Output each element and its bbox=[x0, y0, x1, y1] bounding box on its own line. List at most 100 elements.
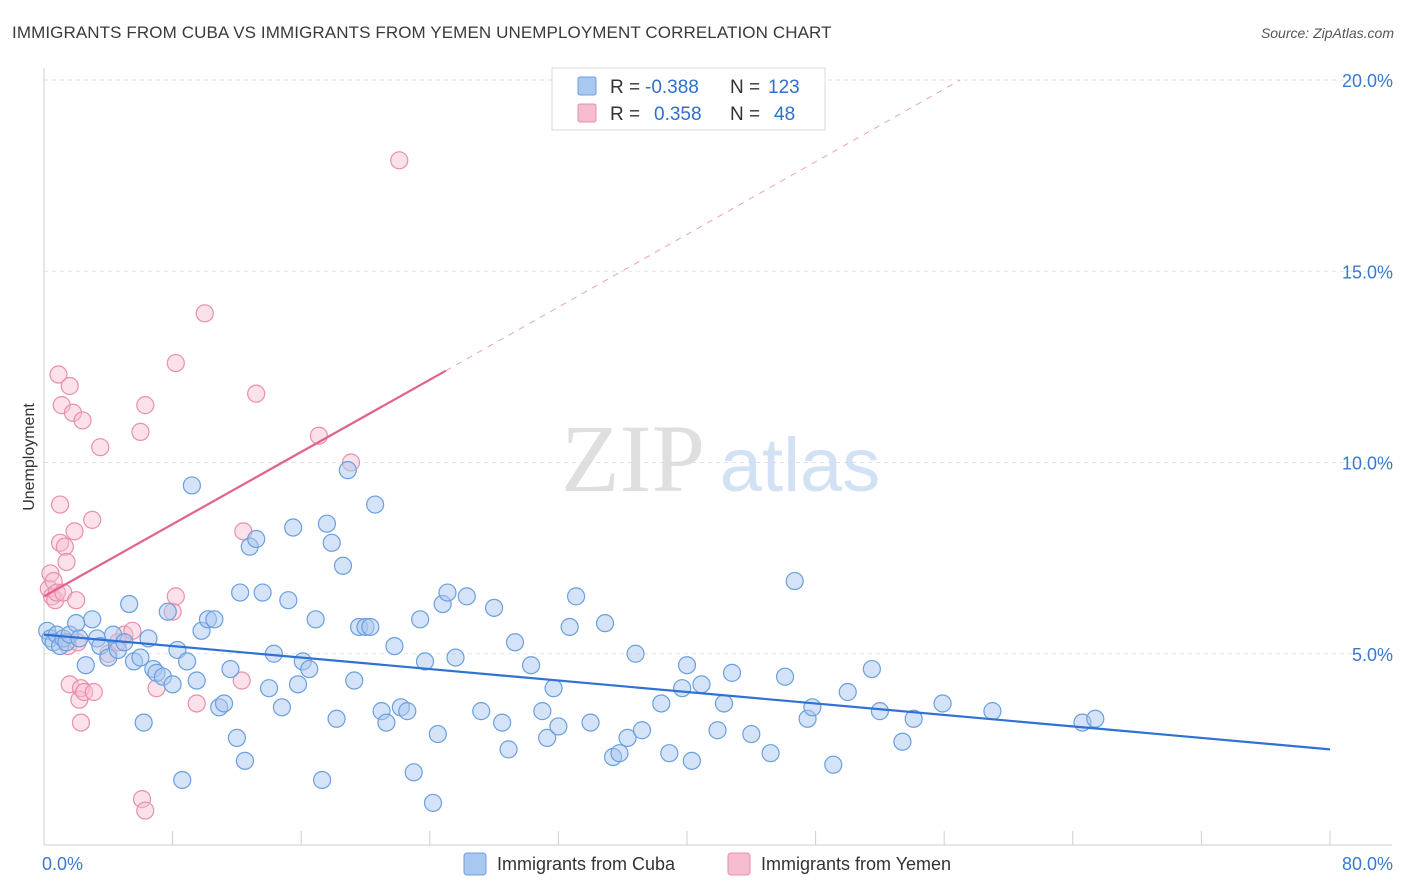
data-point-cuba bbox=[333, 556, 353, 575]
data-point-cuba bbox=[173, 770, 192, 790]
data-point-cuba bbox=[632, 721, 652, 740]
x-tick-label: 0.0% bbox=[42, 854, 83, 874]
data-point-cuba bbox=[182, 476, 201, 495]
series-legend: Immigrants from Cuba Immigrants from Yem… bbox=[463, 852, 951, 876]
stats-legend-row-yemen: R = 0.358 N = 48 bbox=[610, 104, 795, 125]
source-credit: Source: ZipAtlas.com bbox=[1260, 25, 1394, 41]
cuba-r-label: R = bbox=[610, 77, 645, 98]
data-point-cuba bbox=[803, 698, 822, 717]
data-point-cuba bbox=[893, 732, 912, 751]
data-point-yemen bbox=[50, 495, 70, 514]
data-point-yemen bbox=[60, 675, 79, 694]
data-point-cuba bbox=[288, 675, 308, 694]
data-point-cuba bbox=[306, 610, 325, 629]
data-point-yemen bbox=[166, 587, 185, 606]
data-point-cuba bbox=[538, 728, 557, 748]
data-point-yemen bbox=[247, 384, 266, 403]
legend-label-yemen: Immigrants from Yemen bbox=[761, 854, 951, 874]
data-point-cuba bbox=[566, 587, 586, 606]
data-point-cuba bbox=[259, 679, 279, 698]
trend-lines bbox=[43, 79, 1331, 751]
data-point-cuba bbox=[428, 724, 447, 744]
axes bbox=[43, 68, 1392, 846]
data-point-cuba bbox=[581, 713, 600, 732]
data-point-cuba bbox=[300, 659, 319, 679]
data-point-yemen bbox=[55, 537, 74, 556]
data-point-cuba bbox=[131, 648, 150, 667]
data-point-cuba bbox=[505, 633, 525, 652]
legend-swatch-yemen bbox=[727, 852, 751, 876]
data-point-yemen bbox=[57, 552, 76, 572]
data-point-cuba bbox=[785, 571, 804, 591]
data-point-cuba bbox=[549, 717, 568, 736]
data-point-cuba bbox=[231, 583, 250, 602]
x-tick-marks bbox=[172, 831, 1331, 845]
data-point-cuba bbox=[214, 694, 234, 713]
watermark: ZIP atlas bbox=[561, 405, 880, 512]
data-point-yemen bbox=[136, 801, 155, 820]
data-point-yemen bbox=[131, 422, 150, 441]
data-point-cuba bbox=[626, 644, 645, 663]
data-point-cuba bbox=[610, 744, 629, 763]
data-point-cuba bbox=[385, 636, 404, 656]
data-point-cuba bbox=[377, 713, 396, 732]
data-point-cuba bbox=[544, 679, 563, 698]
stats-legend-swatch-cuba bbox=[577, 76, 597, 96]
data-point-cuba bbox=[366, 495, 385, 514]
data-point-cuba bbox=[158, 602, 177, 621]
data-point-cuba bbox=[485, 598, 504, 617]
y-tick-label: 10.0% bbox=[1342, 454, 1393, 474]
data-point-cuba bbox=[692, 675, 711, 694]
data-point-cuba bbox=[824, 755, 843, 774]
y-axis-label: Unemployment bbox=[21, 403, 38, 511]
data-point-yemen bbox=[65, 522, 84, 541]
data-point-cuba bbox=[322, 533, 341, 552]
data-point-cuba bbox=[235, 751, 255, 770]
data-point-cuba bbox=[411, 610, 430, 629]
yemen-n-value: 48 bbox=[774, 104, 795, 125]
data-point-cuba bbox=[163, 675, 182, 694]
watermark-zip: ZIP bbox=[561, 405, 705, 512]
data-point-yemen bbox=[67, 591, 86, 610]
data-point-cuba bbox=[205, 610, 224, 629]
data-point-yemen bbox=[132, 789, 152, 809]
data-point-cuba bbox=[682, 751, 701, 770]
data-point-cuba bbox=[862, 659, 881, 679]
x-tick-labels: 0.0% 80.0% bbox=[42, 854, 1393, 874]
legend-label-cuba: Immigrants from Cuba bbox=[497, 854, 676, 874]
data-point-yemen bbox=[63, 403, 83, 422]
data-point-cuba bbox=[404, 763, 423, 782]
watermark-atlas: atlas bbox=[720, 423, 881, 508]
data-point-cuba bbox=[438, 583, 457, 602]
data-point-yemen bbox=[91, 438, 110, 457]
data-point-cuba bbox=[775, 667, 795, 686]
data-point-cuba bbox=[327, 709, 346, 728]
data-point-cuba bbox=[708, 721, 727, 740]
x-tick-label: 80.0% bbox=[1342, 854, 1393, 874]
data-point-cuba bbox=[415, 652, 435, 671]
data-point-yemen bbox=[136, 396, 155, 415]
data-point-cuba bbox=[618, 728, 637, 748]
data-point-cuba bbox=[187, 671, 206, 690]
data-point-cuba bbox=[652, 694, 671, 713]
data-point-cuba bbox=[279, 591, 298, 610]
cuba-r-value: -0.388 bbox=[645, 77, 699, 98]
data-point-cuba bbox=[933, 694, 952, 713]
data-point-cuba bbox=[345, 671, 364, 690]
trend-line-yemen bbox=[43, 369, 447, 598]
cuba-n-label: N = bbox=[730, 77, 765, 98]
y-tick-label: 15.0% bbox=[1342, 262, 1393, 282]
data-point-cuba bbox=[761, 744, 780, 763]
data-point-cuba bbox=[177, 652, 197, 671]
data-point-cuba bbox=[560, 617, 579, 637]
data-point-yemen bbox=[187, 694, 206, 713]
data-point-cuba bbox=[398, 702, 417, 721]
data-point-cuba bbox=[1086, 709, 1105, 728]
data-point-yemen bbox=[166, 353, 185, 373]
data-point-yemen bbox=[195, 304, 214, 323]
cuba-points bbox=[38, 461, 1105, 813]
data-point-cuba bbox=[673, 679, 692, 698]
data-point-cuba bbox=[221, 659, 240, 679]
data-point-cuba bbox=[677, 656, 697, 675]
trend-line-yemen-extension bbox=[445, 79, 961, 372]
